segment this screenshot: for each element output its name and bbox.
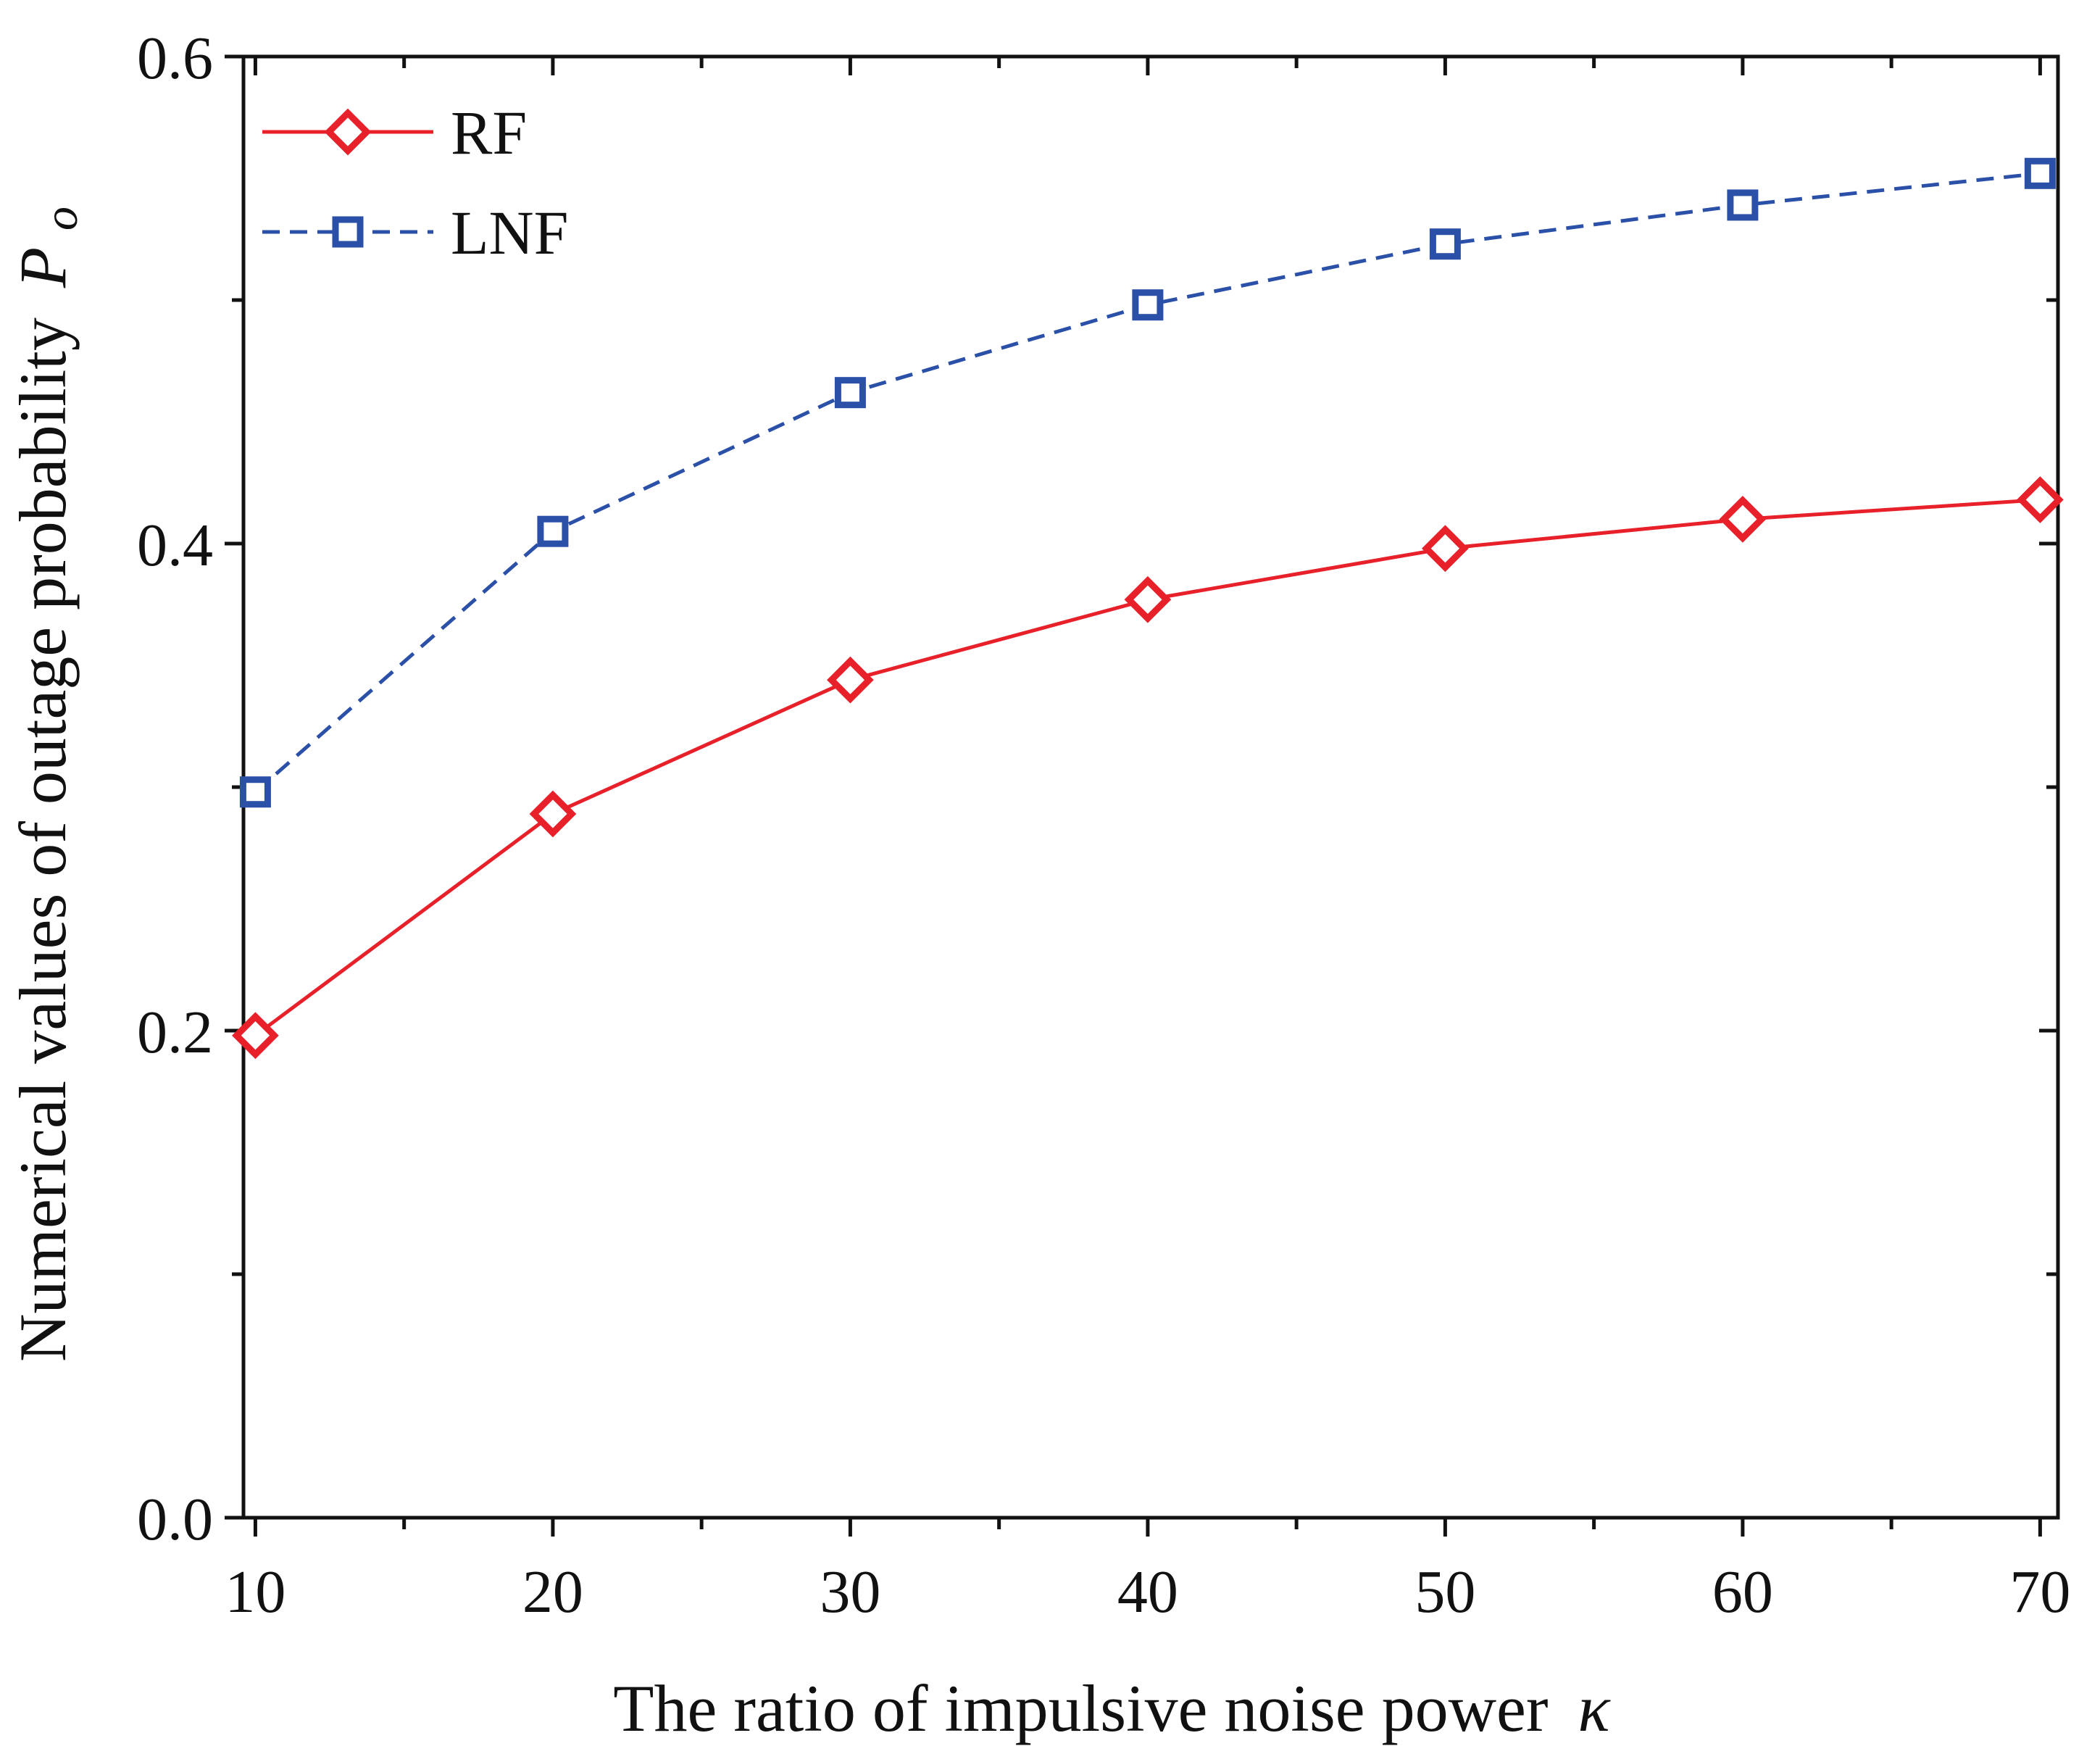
- x-tick-label-20: 20: [522, 1558, 583, 1626]
- series-point-lnf-40: [1132, 289, 1164, 321]
- x-axis-title-text: The ratio of impulsive noise power: [613, 1671, 1548, 1745]
- series-point-rf-60: [1719, 496, 1767, 543]
- y-axis-title-subscript: o: [35, 207, 88, 230]
- legend: RF LNF: [262, 98, 568, 267]
- series-point-lnf-60: [1727, 189, 1759, 221]
- series-point-lnf-50: [1429, 228, 1461, 260]
- x-tick-label-50: 50: [1414, 1558, 1475, 1626]
- y-tick-label-0.2: 0.2: [137, 999, 213, 1066]
- y-axis-title-text: Numerical values of outage probability: [6, 317, 80, 1362]
- axes: 10 20 30 40 50 60 70 0.0 0.2 0.4 0.6: [137, 25, 2070, 1626]
- series-point-lnf-10: [239, 776, 271, 808]
- series-point-rf-30: [827, 656, 874, 704]
- legend-label-lnf: LNF: [451, 198, 568, 267]
- y-tick-label-0: 0.0: [137, 1486, 213, 1553]
- x-tick-label-40: 40: [1117, 1558, 1178, 1626]
- series-lnf: [239, 157, 2056, 808]
- series-point-lnf-70: [2024, 157, 2056, 189]
- series-point-rf-40: [1124, 575, 1172, 623]
- y-axis-title-symbol: P: [6, 247, 80, 288]
- legend-marker-lnf: [332, 216, 364, 248]
- series-point-rf-20: [529, 790, 577, 838]
- y-axis-title: Numerical values of outage probability P…: [6, 207, 88, 1362]
- series-layer: [232, 157, 2064, 1060]
- x-axis-title-symbol: κ: [1578, 1671, 1612, 1745]
- series-point-rf-10: [232, 1012, 279, 1060]
- y-tick-label-0.6: 0.6: [137, 25, 213, 92]
- x-tick-label-70: 70: [2009, 1558, 2070, 1626]
- series-point-rf-50: [1422, 525, 1469, 573]
- x-tick-label-30: 30: [820, 1558, 880, 1626]
- legend-marker-rf: [324, 108, 372, 156]
- series-rf: [232, 476, 2064, 1060]
- series-point-lnf-30: [834, 377, 866, 409]
- x-axis-title: The ratio of impulsive noise power κ: [613, 1671, 1611, 1745]
- series-point-lnf-20: [537, 515, 569, 547]
- x-tick-label-60: 60: [1712, 1558, 1773, 1626]
- axis-labels: The ratio of impulsive noise power κ Num…: [6, 207, 1612, 1745]
- legend-label-rf: RF: [451, 98, 527, 167]
- series-point-rf-70: [2017, 476, 2064, 523]
- x-tick-label-10: 10: [225, 1558, 286, 1626]
- y-tick-label-0.4: 0.4: [137, 512, 213, 579]
